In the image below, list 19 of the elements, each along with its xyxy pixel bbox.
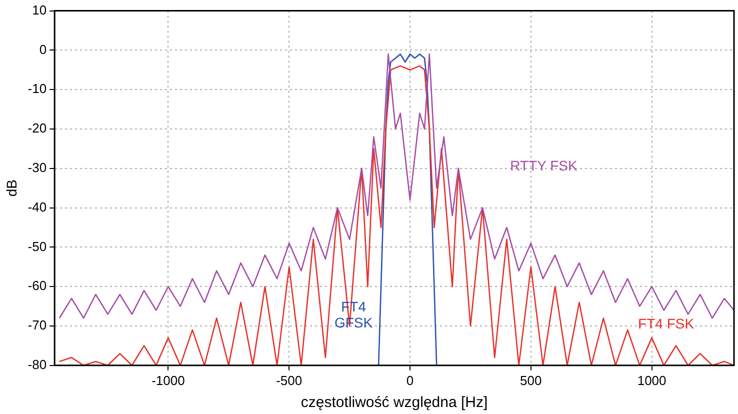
y-tick-label: -70 xyxy=(28,318,47,333)
y-tick-label: 10 xyxy=(32,2,47,18)
x-tick-label: 1000 xyxy=(637,372,666,388)
y-tick-label: -80 xyxy=(28,356,47,372)
y-tick-label: 0 xyxy=(39,42,47,57)
y-tick-label: -50 xyxy=(28,238,47,254)
y-axis-title: dB xyxy=(3,180,20,197)
x-tick-label: 0 xyxy=(406,372,414,388)
x-axis-title: częstotliwość względna [Hz] xyxy=(300,394,488,412)
y-tick-label: -20 xyxy=(28,120,47,136)
y-tick-label: -40 xyxy=(28,199,47,214)
y-tick-label: -60 xyxy=(28,278,47,294)
x-tick-label: -1000 xyxy=(152,372,185,388)
x-tick-label: -500 xyxy=(276,372,302,388)
text: RTTY FSK xyxy=(510,158,578,174)
y-tick-label: -10 xyxy=(28,81,47,96)
x-tick-label: 500 xyxy=(520,372,542,388)
series-label: FT4 FSK xyxy=(638,315,695,332)
y-tick-label: -30 xyxy=(28,160,47,175)
